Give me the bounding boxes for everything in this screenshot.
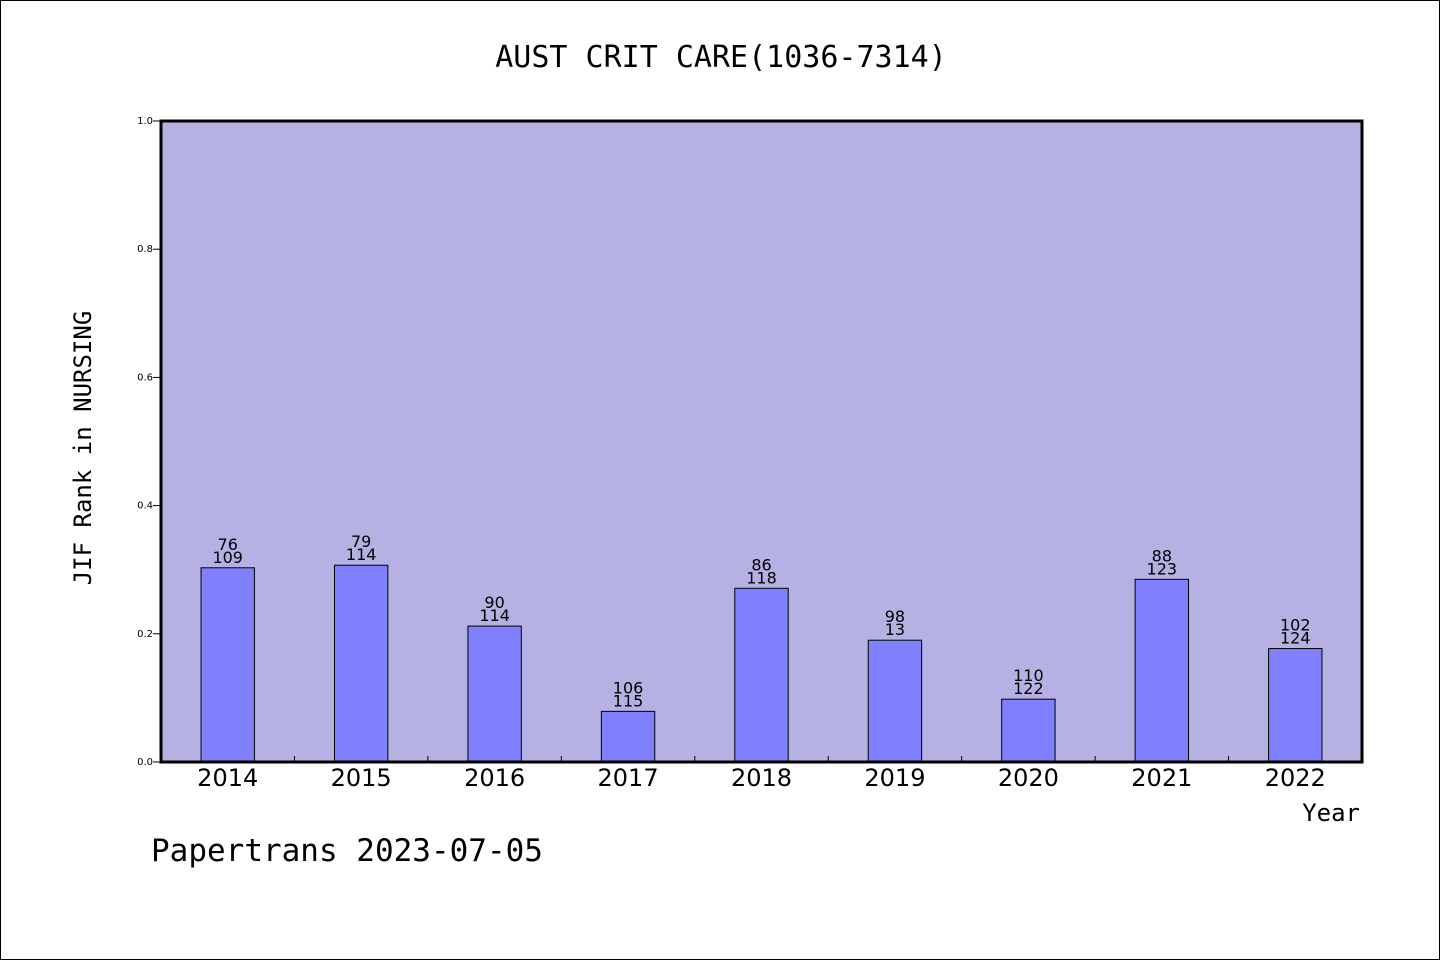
y-tick-label: 0.4 — [137, 501, 153, 512]
bar-2022 — [1268, 648, 1323, 763]
y-tick-label: 0.6 — [137, 372, 153, 383]
data-label-total: 109 — [212, 548, 243, 567]
y-axis-ticks: 0.0 0.2 0.4 0.6 0.8 1.0 — [137, 116, 161, 768]
chart-title: AUST CRIT CARE(1036-7314) — [495, 40, 947, 75]
data-label-total: 114 — [346, 545, 377, 564]
data-label-total: 124 — [1280, 629, 1311, 648]
x-axis-ticks: 2014 2015 2016 2017 2018 2019 2020 2021 2022 — [197, 756, 1326, 792]
x-tick-label: 2020 — [998, 764, 1059, 792]
bars — [200, 564, 1323, 763]
data-labels: 7610979114901141061158611898131101228812… — [212, 532, 1310, 710]
y-tick-label: 0.2 — [137, 629, 153, 640]
data-label-total: 123 — [1147, 559, 1178, 578]
data-label-rank: 106 — [613, 678, 644, 697]
data-label-rank: 110 — [1013, 666, 1044, 685]
data-label-total: 115 — [613, 691, 644, 710]
x-tick-label: 2015 — [331, 764, 392, 792]
bar-2019 — [867, 639, 923, 763]
data-label-rank: 76 — [218, 535, 238, 554]
data-label-total: 122 — [1013, 679, 1044, 698]
data-label-rank: 86 — [751, 555, 771, 574]
bar-2021 — [1134, 578, 1190, 763]
data-label-total: 13 — [885, 620, 905, 639]
y-tick-label: 0.0 — [137, 757, 153, 768]
x-tick-label: 2016 — [464, 764, 525, 792]
data-label-rank: 102 — [1280, 616, 1311, 635]
x-tick-label: 2019 — [864, 764, 925, 792]
plot-border — [159, 119, 1364, 764]
x-tick-label: 2021 — [1131, 764, 1192, 792]
data-label-rank: 88 — [1152, 546, 1172, 565]
x-tick-label: 2018 — [731, 764, 792, 792]
y-axis-label: JIF Rank in NURSING — [69, 311, 97, 586]
y-tick-label: 0.8 — [137, 244, 153, 255]
x-tick-label: 2017 — [598, 764, 659, 792]
bar-2017 — [600, 710, 656, 763]
bar-2015 — [333, 564, 389, 763]
data-label-total: 118 — [746, 568, 777, 587]
footer-watermark: Papertrans 2023-07-05 — [151, 833, 543, 869]
data-label-rank: 90 — [484, 593, 504, 612]
bar-2020 — [1001, 698, 1056, 763]
bar-2018 — [734, 587, 789, 763]
y-tick-label: 1.0 — [137, 116, 153, 127]
data-label-rank: 98 — [885, 607, 905, 626]
bar-2016 — [467, 625, 522, 763]
bar-2014 — [200, 567, 255, 763]
x-tick-label: 2014 — [197, 764, 258, 792]
data-label-rank: 79 — [351, 532, 371, 551]
x-tick-label: 2022 — [1265, 764, 1326, 792]
x-axis-label: Year — [1302, 799, 1360, 827]
data-label-total: 114 — [479, 606, 510, 625]
